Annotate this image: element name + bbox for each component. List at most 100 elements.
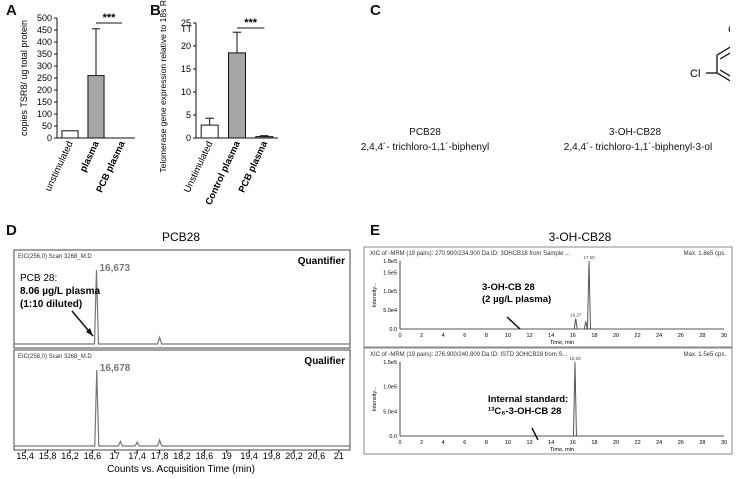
y-axis-label: Intensity... xyxy=(372,386,378,411)
trace-header: EIC(258,0) Scan 3268_M.D xyxy=(18,354,92,360)
x-tick-label: 24 xyxy=(656,333,662,339)
x-tick-label: plasma xyxy=(78,139,102,174)
y-tick-label: 250 xyxy=(37,73,52,83)
panel-letter-b: B xyxy=(150,2,161,19)
trace-frame xyxy=(13,349,351,451)
x-tick-label: 15,8 xyxy=(39,451,57,461)
bar xyxy=(61,130,79,139)
x-tick-label: 26 xyxy=(678,333,684,339)
x-tick-label: 15,4 xyxy=(16,451,34,461)
x-tick-label: 21 xyxy=(334,451,344,461)
x-tick-label: 18,2 xyxy=(173,451,191,461)
max-label: Max. 1.5e5 cps. xyxy=(684,352,727,358)
panel-letter-c: C xyxy=(370,2,381,19)
x-tick-label: 24 xyxy=(656,440,662,446)
pcb28-iupac: 2,4,4´- trichloro-1,1´-biphenyl xyxy=(360,142,490,153)
x-tick-label: 30 xyxy=(721,440,727,446)
x-tick-label: 4 xyxy=(442,440,445,446)
y-axis-label: Telomerase gene expression relative to 1… xyxy=(158,0,168,173)
peak-label: 16,678 xyxy=(100,363,131,374)
x-tick-label: 18 xyxy=(591,440,597,446)
y-axis-label: Intensity... xyxy=(372,282,378,307)
trace-frame xyxy=(13,249,351,349)
ohcb28-iupac: 2,4,4´- trichloro-1,1´-biphenyl-3-ol xyxy=(563,142,713,153)
y-tick-label: 0.0 xyxy=(389,327,397,333)
trace-header: EIC(256,0) Scan 3268_M.D xyxy=(18,254,92,260)
x-tick-label: 0 xyxy=(398,440,401,446)
x-tick-label: 14 xyxy=(548,440,554,446)
y-tick-label: 0 xyxy=(47,133,52,143)
x-tick-label: 20 xyxy=(613,333,619,339)
y-tick-label: 50 xyxy=(42,121,52,131)
chart-title: PCB28 xyxy=(162,230,200,244)
x-tick-label: 20,2 xyxy=(285,451,303,461)
x-tick-label: 12 xyxy=(527,440,533,446)
x-tick-label: 16,2 xyxy=(61,451,79,461)
y-tick-label: 1.5e5 xyxy=(383,270,397,276)
x-tick-label: 20 xyxy=(613,440,619,446)
annotation-arrow xyxy=(506,316,521,330)
trace-label: Quantifier xyxy=(298,256,345,267)
y-tick-label: 25 xyxy=(181,18,191,28)
chemical-structures: Cl Cl Cl Cl Cl Cl OH xyxy=(690,24,730,82)
bar xyxy=(87,75,105,139)
y-tick-label: 450 xyxy=(37,25,52,35)
x-tick-label: 18,6 xyxy=(196,451,214,461)
x-tick-label: 14 xyxy=(548,333,554,339)
x-axis-label: Time, min xyxy=(550,447,574,453)
x-tick-label: 22 xyxy=(635,440,641,446)
y-tick-label: 0 xyxy=(186,133,191,143)
y-tick-label: 1.0e5 xyxy=(383,289,397,295)
y-tick-label: 1.8e5 xyxy=(383,259,397,265)
x-tick-label: 17 xyxy=(110,451,120,461)
x-tick-label: 16,6 xyxy=(84,451,102,461)
x-tick-label: 20,6 xyxy=(308,451,326,461)
y-tick-label: 100 xyxy=(37,109,52,119)
ohcb28-name: 3-OH-CB28 xyxy=(608,127,662,138)
y-tick-label: 20 xyxy=(181,41,191,51)
bar xyxy=(228,52,246,139)
chromatogram-d: PCB28 EIC(256,0) Scan 3268_M.D Quantifier 1… xyxy=(13,230,351,475)
arrow-head-icon xyxy=(86,328,93,336)
annotation-line: (2 µg/L plasma) xyxy=(482,294,551,305)
y-tick-label: 5.0e4 xyxy=(383,409,397,415)
max-label: Max. 1.8e5 cps. xyxy=(684,251,727,257)
top-label: TT xyxy=(181,24,192,34)
peak-tag: 16.20 xyxy=(569,356,581,361)
panel-letter-e: E xyxy=(370,222,381,239)
trace-label: Qualifier xyxy=(304,356,345,367)
annotation-arrow xyxy=(531,427,539,441)
trace-frame xyxy=(363,347,733,455)
x-axis-label: Counts vs. Acquisition Time (min) xyxy=(107,464,255,475)
x-tick-label: 16 xyxy=(570,333,576,339)
x-tick-label: 2 xyxy=(420,333,423,339)
x-tick-label: 30 xyxy=(721,333,727,339)
trace-line xyxy=(400,361,724,437)
chart-b: 0 5 10 15 20 25 Telomerase gene expression rel… xyxy=(158,0,278,207)
x-tick-label: 2 xyxy=(420,440,423,446)
annotation-line: Internal standard: xyxy=(488,394,568,405)
trace-frame xyxy=(363,246,733,348)
y-tick-label: 15 xyxy=(181,64,191,74)
annotation-line: ¹³C₆-3-OH-CB 28 xyxy=(488,406,561,417)
x-tick-label: 22 xyxy=(635,333,641,339)
x-tick-label: 28 xyxy=(699,333,705,339)
y-tick-label: 400 xyxy=(37,37,52,47)
y-tick-label: 150 xyxy=(37,97,52,107)
significance-label: *** xyxy=(244,17,258,29)
peak-tag: 17.50 xyxy=(583,255,595,260)
trace-header: XIC of -MRM (19 pairs): 276.900/240.800 … xyxy=(370,352,568,358)
x-tick-label: 18 xyxy=(591,333,597,339)
y-axis-label: copies TSR8/ ug total protein xyxy=(19,20,29,136)
x-tick-label: 8 xyxy=(485,333,488,339)
annotation-line: (1:10 diluted) xyxy=(20,299,82,310)
trace-line xyxy=(14,269,350,345)
x-tick-label: 26 xyxy=(678,440,684,446)
x-tick-label: 17,8 xyxy=(151,451,169,461)
panel-letter-a: A xyxy=(6,2,17,19)
x-tick-label: 10 xyxy=(505,440,511,446)
trace-line xyxy=(14,369,350,447)
x-tick-label: 17,4 xyxy=(128,451,146,461)
x-tick-label: 10 xyxy=(505,333,511,339)
bar xyxy=(255,136,274,139)
